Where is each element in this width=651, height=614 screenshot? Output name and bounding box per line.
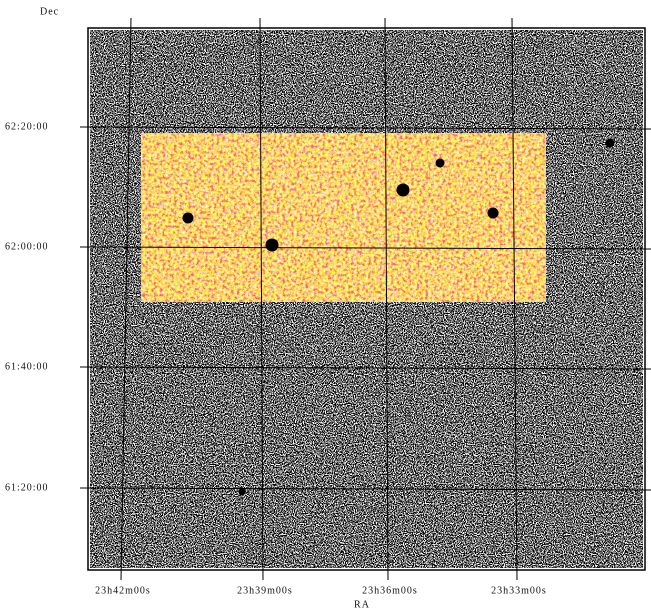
source	[396, 183, 410, 197]
source	[435, 158, 445, 168]
x-axis-label: RA	[354, 599, 370, 610]
dec-tick-label: 62:20:00	[5, 121, 49, 132]
source	[182, 212, 194, 224]
ra-grid-line	[259, 17, 264, 581]
coordinate-grid: 62:20:00 62:00:00 61:40:00 61:20:00 23h42m00…	[5, 17, 651, 596]
bright-sources	[182, 138, 615, 496]
source	[265, 238, 279, 252]
dec-grid-line	[79, 246, 651, 250]
dec-tick-label: 62:00:00	[5, 241, 49, 252]
source	[487, 207, 499, 219]
dec-grid-line	[79, 487, 651, 491]
ra-tick-label: 23h36m00s	[362, 585, 418, 596]
ra-grid-line	[384, 17, 389, 581]
source	[238, 488, 246, 496]
dec-tick-label: 61:40:00	[5, 361, 49, 372]
source	[605, 138, 615, 148]
dec-tick-label: 61:20:00	[5, 482, 49, 493]
dec-grid-line	[79, 366, 651, 370]
colormap-overlay	[140, 132, 547, 303]
dec-grid-line	[79, 126, 651, 130]
ra-tick-label: 23h39m00s	[237, 585, 293, 596]
ra-grid-line	[511, 17, 518, 581]
y-axis-label: Dec	[40, 6, 59, 17]
ra-tick-label: 23h42m00s	[95, 585, 151, 596]
ra-tick-label: 23h33m00s	[491, 585, 547, 596]
ra-grid-line	[120, 17, 132, 581]
